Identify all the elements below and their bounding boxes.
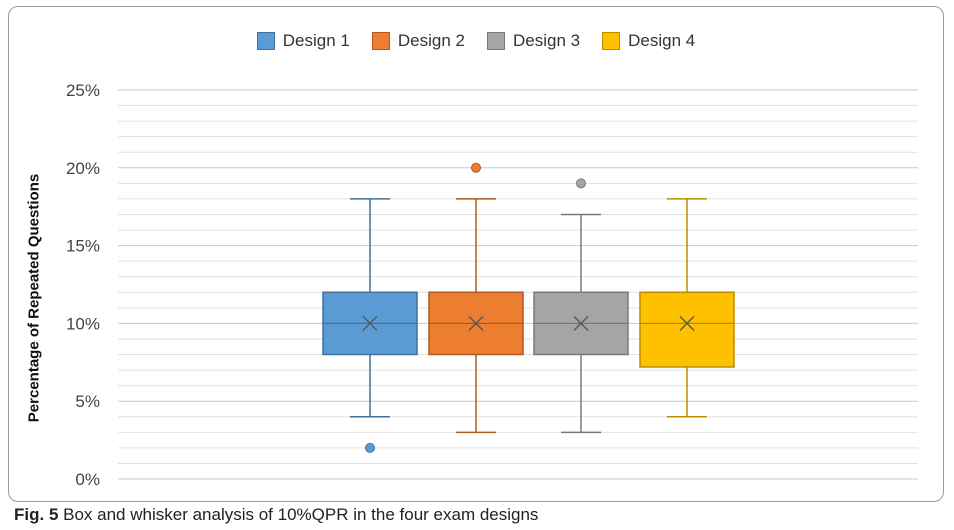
caption-text: Box and whisker analysis of 10%QPR in th… <box>58 505 539 524</box>
legend: Design 1 Design 2 Design 3 Design 4 <box>9 31 943 51</box>
y-tick-label: 20% <box>66 159 100 178</box>
outlier-point <box>471 162 481 173</box>
mean-marker <box>573 315 589 331</box>
y-tick-label: 0% <box>75 470 100 489</box>
caption-label: Fig. 5 <box>14 505 59 524</box>
legend-item: Design 1 <box>256 31 350 51</box>
mean-marker <box>468 315 484 331</box>
y-tick-label: 15% <box>66 237 100 256</box>
legend-item: Design 3 <box>487 31 580 51</box>
legend-label: Design 4 <box>628 31 696 50</box>
legend-item: Design 4 <box>602 31 695 51</box>
legend-swatch <box>487 32 505 50</box>
outlier-point <box>576 178 586 189</box>
mean-marker <box>362 315 378 331</box>
outlier-point <box>365 442 375 453</box>
mean-marker <box>679 315 695 331</box>
legend-swatch <box>602 32 621 50</box>
legend-label: Design 1 <box>282 31 350 50</box>
y-tick-label: 10% <box>66 314 100 333</box>
plot-area: 0% 5% 10% 15% 20% 25% <box>66 81 918 489</box>
legend-label: Design 2 <box>397 31 465 50</box>
y-tick-label: 25% <box>66 81 100 100</box>
box <box>639 291 735 368</box>
legend-swatch <box>256 32 275 50</box>
figure-caption: Fig. 5 Box and whisker analysis of 10%QP… <box>14 505 538 525</box>
legend-item: Design 2 <box>371 31 465 51</box>
y-tick-label: 5% <box>75 392 100 411</box>
legend-label: Design 3 <box>513 31 581 50</box>
legend-swatch <box>371 32 390 50</box>
